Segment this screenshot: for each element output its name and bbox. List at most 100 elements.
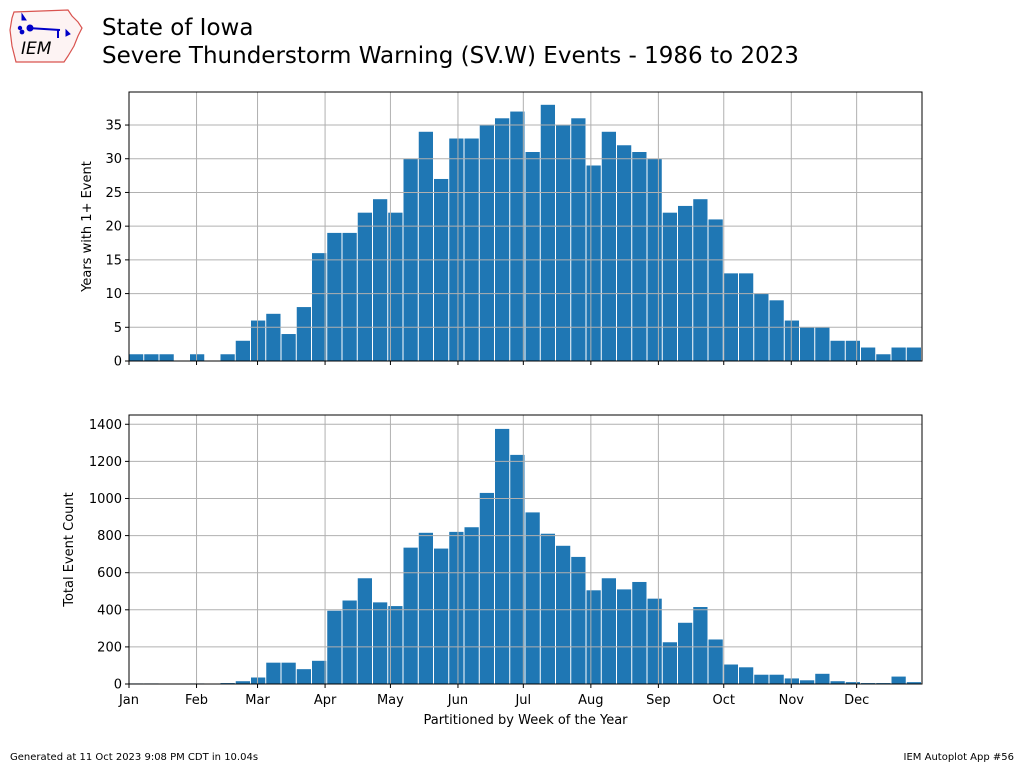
bar-week-16: [357, 212, 372, 361]
bar-week-41: [739, 667, 754, 684]
y-tick-label-6: 1200: [89, 455, 122, 470]
bar-week-48: [845, 340, 860, 361]
bar-week-33: [617, 145, 632, 361]
bar-week-45: [800, 327, 815, 361]
bar-week-33: [617, 589, 632, 684]
x-tick-label-mar: Mar: [245, 693, 270, 708]
bar-week-8: [235, 681, 250, 684]
y-tick-label-5: 1000: [89, 492, 122, 507]
bar-week-15: [342, 232, 357, 361]
bar-week-52: [906, 347, 921, 361]
y-tick-label-2: 10: [105, 287, 122, 302]
bar-week-30: [571, 118, 586, 361]
bar-week-21: [434, 548, 449, 684]
bar-week-34: [632, 581, 647, 684]
bar-week-10: [266, 313, 281, 361]
bar-week-39: [708, 639, 723, 684]
bar-week-1: [129, 354, 144, 361]
bar-week-37: [678, 622, 693, 684]
y-tick-label-2: 400: [97, 603, 122, 618]
chart-title: State of Iowa: [102, 15, 254, 41]
total-event-count-panel: 0 200 400 600 800 1000 1200 1400 Jan Feb Mar Apr May…: [62, 414, 923, 728]
bar-week-36: [662, 642, 677, 684]
bar-week-28: [540, 533, 555, 684]
bar-week-31: [586, 165, 601, 361]
bar-week-10: [266, 662, 281, 684]
bar-week-49: [861, 347, 876, 361]
y-axis-label: Years with 1+ Event: [80, 161, 95, 293]
x-tick-label-aug: Aug: [578, 693, 603, 708]
iowa-state-outline-icon: [9, 9, 83, 63]
bar-week-47: [830, 681, 845, 684]
x-axis-label: Partitioned by Week of the Year: [423, 713, 628, 728]
bar-week-31: [586, 590, 601, 684]
bar-week-19: [403, 547, 418, 684]
bar-week-38: [693, 607, 708, 684]
bar-week-24: [479, 492, 494, 684]
x-tick-label-jun: Jun: [447, 693, 468, 708]
bar-week-26: [510, 454, 525, 684]
x-tick-label-dec: Dec: [844, 693, 869, 708]
y-tick-label-7: 1400: [89, 418, 122, 433]
bar-week-9: [251, 677, 266, 684]
bar-week-9: [251, 320, 266, 361]
bar-week-2: [144, 354, 159, 361]
bar-week-21: [434, 178, 449, 361]
bar-week-47: [830, 340, 845, 361]
bar-week-3: [159, 354, 174, 361]
bar-week-51: [891, 676, 906, 684]
bar-week-46: [815, 327, 830, 361]
y-tick-label-0: 0: [114, 355, 122, 370]
bar-week-20: [418, 131, 433, 361]
y-axis-label: Total Event Count: [62, 492, 77, 607]
logo-text: IEM: [21, 39, 52, 59]
bar-week-48: [845, 682, 860, 684]
bar-week-26: [510, 111, 525, 361]
x-tick-label-feb: Feb: [185, 693, 208, 708]
bar-week-37: [678, 205, 693, 361]
x-tick-label-jul: Jul: [514, 693, 531, 708]
bar-week-11: [281, 662, 296, 684]
bar-week-23: [464, 138, 479, 361]
bar-week-25: [495, 118, 510, 361]
bar-week-40: [723, 664, 738, 684]
bar-week-46: [815, 673, 830, 684]
app-id-label: IEM Autoplot App #56: [903, 752, 1014, 763]
y-tick-label-1: 5: [114, 321, 122, 336]
y-tick-label-6: 30: [105, 152, 122, 167]
bar-week-45: [800, 680, 815, 684]
bar-week-43: [769, 300, 784, 361]
x-tick-label-nov: Nov: [779, 693, 805, 708]
bar-week-44: [784, 678, 799, 684]
bar-week-13: [312, 660, 327, 684]
bar-week-39: [708, 219, 723, 361]
bar-week-35: [647, 598, 662, 684]
iem-logo: IEM: [9, 9, 83, 63]
bar-week-27: [525, 152, 540, 361]
generated-timestamp: Generated at 11 Oct 2023 9:08 PM CDT in …: [10, 752, 259, 763]
x-tick-label-may: May: [377, 693, 404, 708]
plot-frame: [128, 414, 923, 685]
bar-week-5: [190, 354, 205, 361]
bar-week-40: [723, 273, 738, 361]
bar-week-18: [388, 212, 403, 361]
bar-week-43: [769, 674, 784, 684]
x-tick-label-oct: Oct: [713, 693, 735, 708]
chart-subtitle: Severe Thunderstorm Warning (SV.W) Event…: [102, 43, 799, 69]
bar-week-12: [296, 669, 311, 684]
bar-week-50: [876, 354, 891, 361]
bar-week-36: [662, 212, 677, 361]
bar-week-8: [235, 340, 250, 361]
bar-week-42: [754, 674, 769, 684]
bar-week-24: [479, 125, 494, 361]
bar-week-22: [449, 138, 464, 361]
bar-week-15: [342, 600, 357, 684]
bar-week-13: [312, 253, 327, 361]
y-tick-label-0: 0: [114, 678, 122, 693]
bar-week-30: [571, 556, 586, 684]
bar-week-52: [906, 682, 921, 684]
bar-week-38: [693, 199, 708, 361]
bar-week-32: [601, 131, 616, 361]
bar-week-28: [540, 104, 555, 361]
y-tick-label-3: 600: [97, 566, 122, 581]
